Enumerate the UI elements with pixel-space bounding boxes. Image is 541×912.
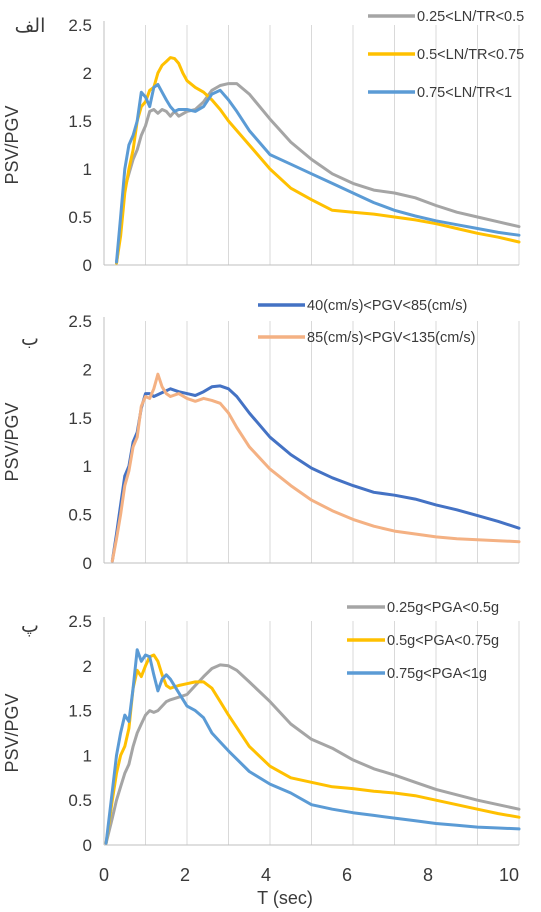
- y-tick-label: 2.5: [68, 312, 92, 331]
- y-tick-label: 0.5: [68, 208, 92, 227]
- y-tick-label: 0.5: [68, 791, 92, 810]
- y-tick-label: 0.5: [68, 506, 92, 525]
- series-line: [104, 663, 521, 845]
- x-axis-title: T (sec): [257, 888, 313, 908]
- y-tick-label: 1: [83, 457, 92, 476]
- x-tick-label: 2: [180, 865, 190, 885]
- y-tick-label: 0: [83, 256, 92, 275]
- series-line: [115, 82, 521, 265]
- y-tick-label: 0: [83, 836, 92, 855]
- series-line: [115, 56, 521, 265]
- legend-entry: 0.75<LN/TR<1: [417, 85, 512, 101]
- y-tick-label: 2.5: [68, 16, 92, 35]
- x-tick-label: 6: [342, 865, 352, 885]
- y-axis-title: PSV/PGV: [2, 693, 22, 772]
- series-line: [104, 653, 521, 845]
- y-tick-label: 2: [83, 360, 92, 379]
- legend-entry: 0.5<LN/TR<0.75: [417, 47, 524, 63]
- x-tick-label: 4: [261, 865, 271, 885]
- legend-entry: 40(cm/s)<PGV<85(cm/s): [307, 298, 467, 314]
- series-line: [110, 384, 521, 563]
- y-tick-label: 0: [83, 554, 92, 573]
- y-axis-title: PSV/PGV: [2, 105, 22, 184]
- series-line: [104, 648, 521, 845]
- y-tick-label: 1: [83, 746, 92, 765]
- panel-label: ب: [21, 328, 39, 350]
- chart-panel-2: 0 0.5 1 1.5 2 2.5 PSV/PGV ب 40(cm/s)<PGV<85(cm/s…: [2, 298, 521, 573]
- y-tick-label: 1: [83, 160, 92, 179]
- legend-entry: 0.5g<PGA<0.75g: [387, 633, 499, 649]
- panel-label: پ: [21, 615, 39, 637]
- x-tick-label: 8: [423, 865, 433, 885]
- panel-label: الف: [15, 15, 46, 37]
- chart-panel-3: 0 0.5 1 1.5 2 2.5 PSV/PGV پ 0.25g<PGA<0.5g 0.5g<P…: [2, 600, 521, 855]
- y-tick-label: 1.5: [68, 112, 92, 131]
- legend-entry: 0.25g<PGA<0.5g: [387, 600, 499, 616]
- legend-entry: 0.75g<PGA<1g: [387, 666, 487, 682]
- series-line: [110, 372, 521, 563]
- y-tick-label: 2: [83, 64, 92, 83]
- y-tick-label: 2.5: [68, 612, 92, 631]
- y-tick-label: 2: [83, 657, 92, 676]
- series-line: [115, 83, 521, 264]
- chart-panel-1: 0 0.5 1 1.5 2 2.5 PSV/PGV الف 0.25<LN/TR<0.5 0.5<…: [2, 9, 524, 275]
- x-tick-label: 10: [499, 865, 519, 885]
- legend-entry: 85(cm/s)<PGV<135(cm/s): [307, 330, 475, 346]
- x-tick-label: 0: [99, 865, 109, 885]
- y-axis-title: PSV/PGV: [2, 402, 22, 481]
- legend-entry: 0.25<LN/TR<0.5: [417, 9, 524, 25]
- y-tick-label: 1.5: [68, 409, 92, 428]
- y-tick-label: 1.5: [68, 702, 92, 721]
